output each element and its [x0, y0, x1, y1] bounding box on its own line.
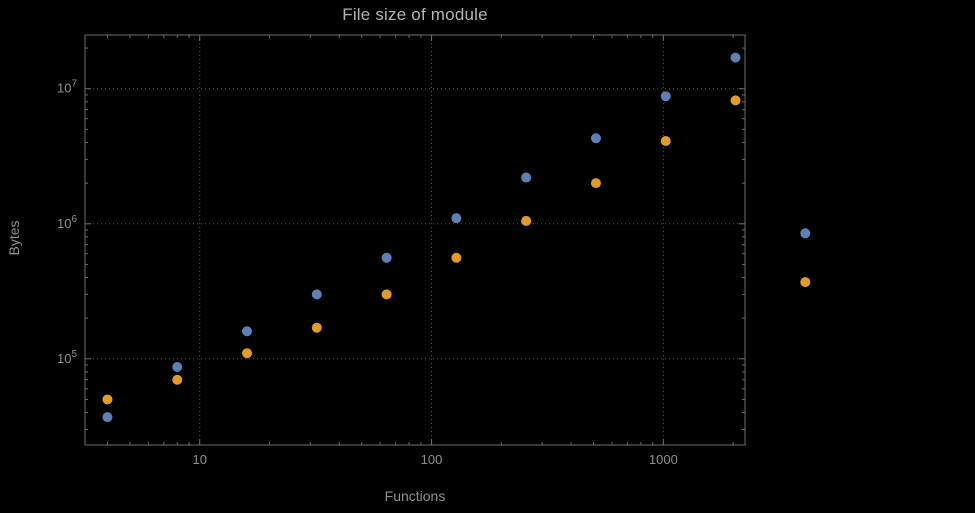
data-point-series-1 — [381, 252, 392, 263]
data-point-series-1 — [311, 289, 322, 300]
data-point-series-2 — [381, 289, 392, 300]
data-point-series-2 — [800, 277, 811, 288]
data-point-series-1 — [730, 52, 741, 63]
data-point-series-2 — [521, 215, 532, 226]
data-point-series-2 — [172, 374, 183, 385]
data-point-series-2 — [311, 322, 322, 333]
data-point-series-1 — [242, 326, 253, 337]
y-tick-label: 105 — [57, 349, 77, 366]
data-point-series-1 — [172, 361, 183, 372]
x-axis-label: Functions — [384, 488, 446, 504]
y-tick-label: 106 — [57, 214, 77, 231]
data-point-series-2 — [242, 348, 253, 359]
data-point-series-2 — [451, 252, 462, 263]
data-point-series-1 — [590, 133, 601, 144]
data-point-series-1 — [800, 228, 811, 239]
x-tick-label: 1000 — [649, 452, 678, 467]
x-tick-label: 10 — [192, 452, 206, 467]
y-axis-label: Bytes — [6, 220, 22, 256]
x-tick-label: 100 — [421, 452, 443, 467]
data-point-series-1 — [451, 213, 462, 224]
data-point-series-2 — [590, 178, 601, 189]
data-point-series-1 — [521, 172, 532, 183]
chart-title: File size of module — [342, 5, 488, 24]
data-point-series-2 — [660, 136, 671, 147]
data-point-series-1 — [660, 91, 671, 102]
y-tick-label: 107 — [57, 79, 77, 96]
data-point-series-2 — [730, 95, 741, 106]
data-point-series-2 — [102, 394, 113, 405]
data-point-series-1 — [102, 412, 113, 423]
